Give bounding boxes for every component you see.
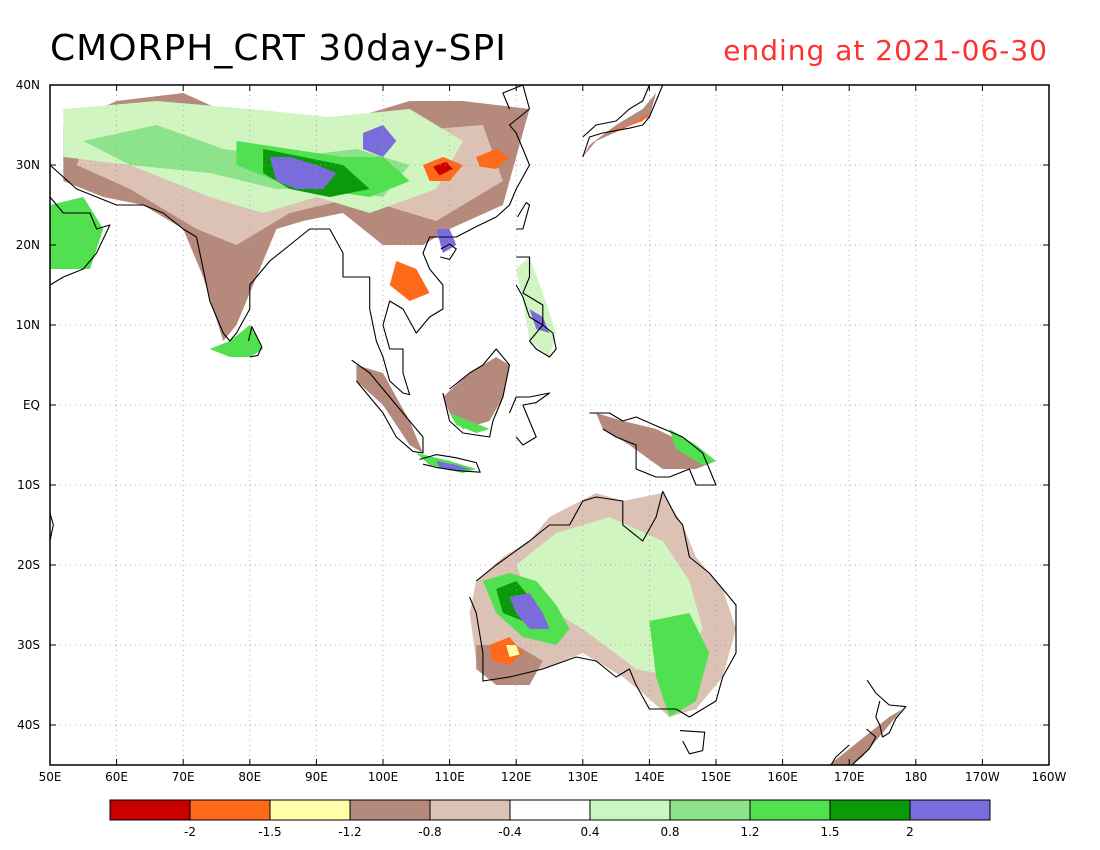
colorbar-label: 0.8: [660, 825, 679, 839]
longitude-axis: 50E 60E 70E 80E 90E 100E 110E 120E 130E 140E 150E 1…: [39, 85, 1067, 784]
colorbar-label: 0.4: [580, 825, 599, 839]
lon-tick-label: 150E: [701, 770, 732, 784]
coastline-layer: [50, 85, 907, 765]
spi-patch-13: [436, 229, 457, 253]
map-title: CMORPH_CRT 30day-SPI: [50, 28, 507, 69]
lon-tick-label: 130E: [568, 770, 599, 784]
colorbar-label: -0.4: [498, 825, 521, 839]
coastline-arabia: [50, 196, 111, 286]
spi-patch-27: [449, 413, 490, 433]
colorbar-swatch-2: [269, 799, 351, 821]
coastline-tasmania: [679, 730, 706, 755]
colorbar-swatch-6: [589, 799, 671, 821]
colorbar-swatch-10: [909, 799, 991, 821]
colorbar-swatch-8: [749, 799, 831, 821]
lat-tick-label: EQ: [23, 398, 40, 412]
lat-tick-label: 10N: [16, 318, 40, 332]
coastline-nz_north: [866, 679, 907, 738]
lat-tick-label: 40N: [16, 78, 40, 92]
lon-tick-label: 140E: [634, 770, 665, 784]
coastline-taiwan: [516, 202, 531, 230]
map-frame: [49, 84, 1050, 766]
colorbar-label: -1.5: [258, 825, 281, 839]
spi-patch-12: [50, 197, 104, 269]
colorbar-label: -0.8: [418, 825, 441, 839]
colorbar: -2 -1.5 -1.2 -0.8 -0.4 0.4 0.8 1.2 1.5 2: [109, 799, 991, 839]
lon-tick-label: 50E: [39, 770, 62, 784]
coastline-madagascar: [50, 510, 54, 543]
lat-tick-label: 30S: [17, 638, 40, 652]
colorbar-label: -2: [184, 825, 196, 839]
lon-tick-label: 120E: [501, 770, 532, 784]
coastline-srilanka: [247, 326, 263, 358]
lat-tick-label: 20S: [17, 558, 40, 572]
coastline-philippines: [515, 256, 557, 358]
coastline-australia: [469, 490, 737, 718]
lon-tick-label: 60E: [105, 770, 128, 784]
map-subtitle-date: ending at 2021-06-30: [723, 34, 1048, 67]
graticule: [50, 85, 1049, 765]
spi-patch-32: [582, 93, 657, 157]
colorbar-swatch-5: [509, 799, 591, 821]
spi-patch-22: [506, 645, 520, 657]
lon-tick-label: 80E: [238, 770, 261, 784]
colorbar-swatch-9: [829, 799, 911, 821]
lon-tick-label: 160E: [767, 770, 798, 784]
colorbar-swatch-7: [669, 799, 751, 821]
lon-tick-label: 100E: [368, 770, 399, 784]
spi-patch-26: [442, 357, 510, 429]
coastline-sulawesi: [508, 392, 551, 446]
coastline-nz_south: [830, 728, 877, 765]
colorbar-swatch-1: [189, 799, 271, 821]
spi-patch-7: [363, 125, 397, 157]
spi-patch-19: [509, 593, 550, 629]
colorbar-swatch-3: [349, 799, 431, 821]
lon-tick-label: 170W: [965, 770, 1000, 784]
colorbar-label: 2: [906, 825, 914, 839]
spi-patch-34: [829, 709, 903, 765]
lon-tick-label: 170E: [834, 770, 865, 784]
lat-tick-label: 10S: [17, 478, 40, 492]
lon-tick-label: 110E: [434, 770, 465, 784]
colorbar-label: -1.2: [338, 825, 361, 839]
spi-patch-6: [269, 157, 337, 189]
coastline-newguinea: [589, 412, 717, 486]
colorbar-label: 1.5: [820, 825, 839, 839]
lon-tick-label: 160W: [1032, 770, 1067, 784]
lat-tick-label: 20N: [16, 238, 40, 252]
coastline-japan: [582, 85, 664, 158]
coastline-borneo: [442, 348, 511, 438]
spi-patch-20: [649, 613, 710, 717]
spi-patch-11: [389, 261, 430, 301]
lon-tick-label: 70E: [172, 770, 195, 784]
coastline-java: [419, 454, 481, 473]
spi-patch-10: [476, 149, 510, 169]
lat-tick-label: 30N: [16, 158, 40, 172]
spi-patch-23: [356, 365, 423, 453]
lat-tick-label: 40S: [17, 718, 40, 732]
coastline-hainan: [440, 243, 457, 260]
colorbar-swatch-0: [109, 799, 191, 821]
spi-patch-9: [433, 161, 453, 176]
colorbar-swatch-4: [429, 799, 511, 821]
spi-patch-21: [489, 637, 523, 665]
latitude-axis: 40N 30N 20N 10N EQ 10S 20S 30S 40S: [16, 78, 1049, 732]
lon-tick-label: 180: [904, 770, 927, 784]
lon-tick-label: 90E: [305, 770, 328, 784]
colorbar-label: 1.2: [740, 825, 759, 839]
coastline-sumatra: [351, 359, 424, 454]
coastline-asia: [50, 85, 531, 396]
